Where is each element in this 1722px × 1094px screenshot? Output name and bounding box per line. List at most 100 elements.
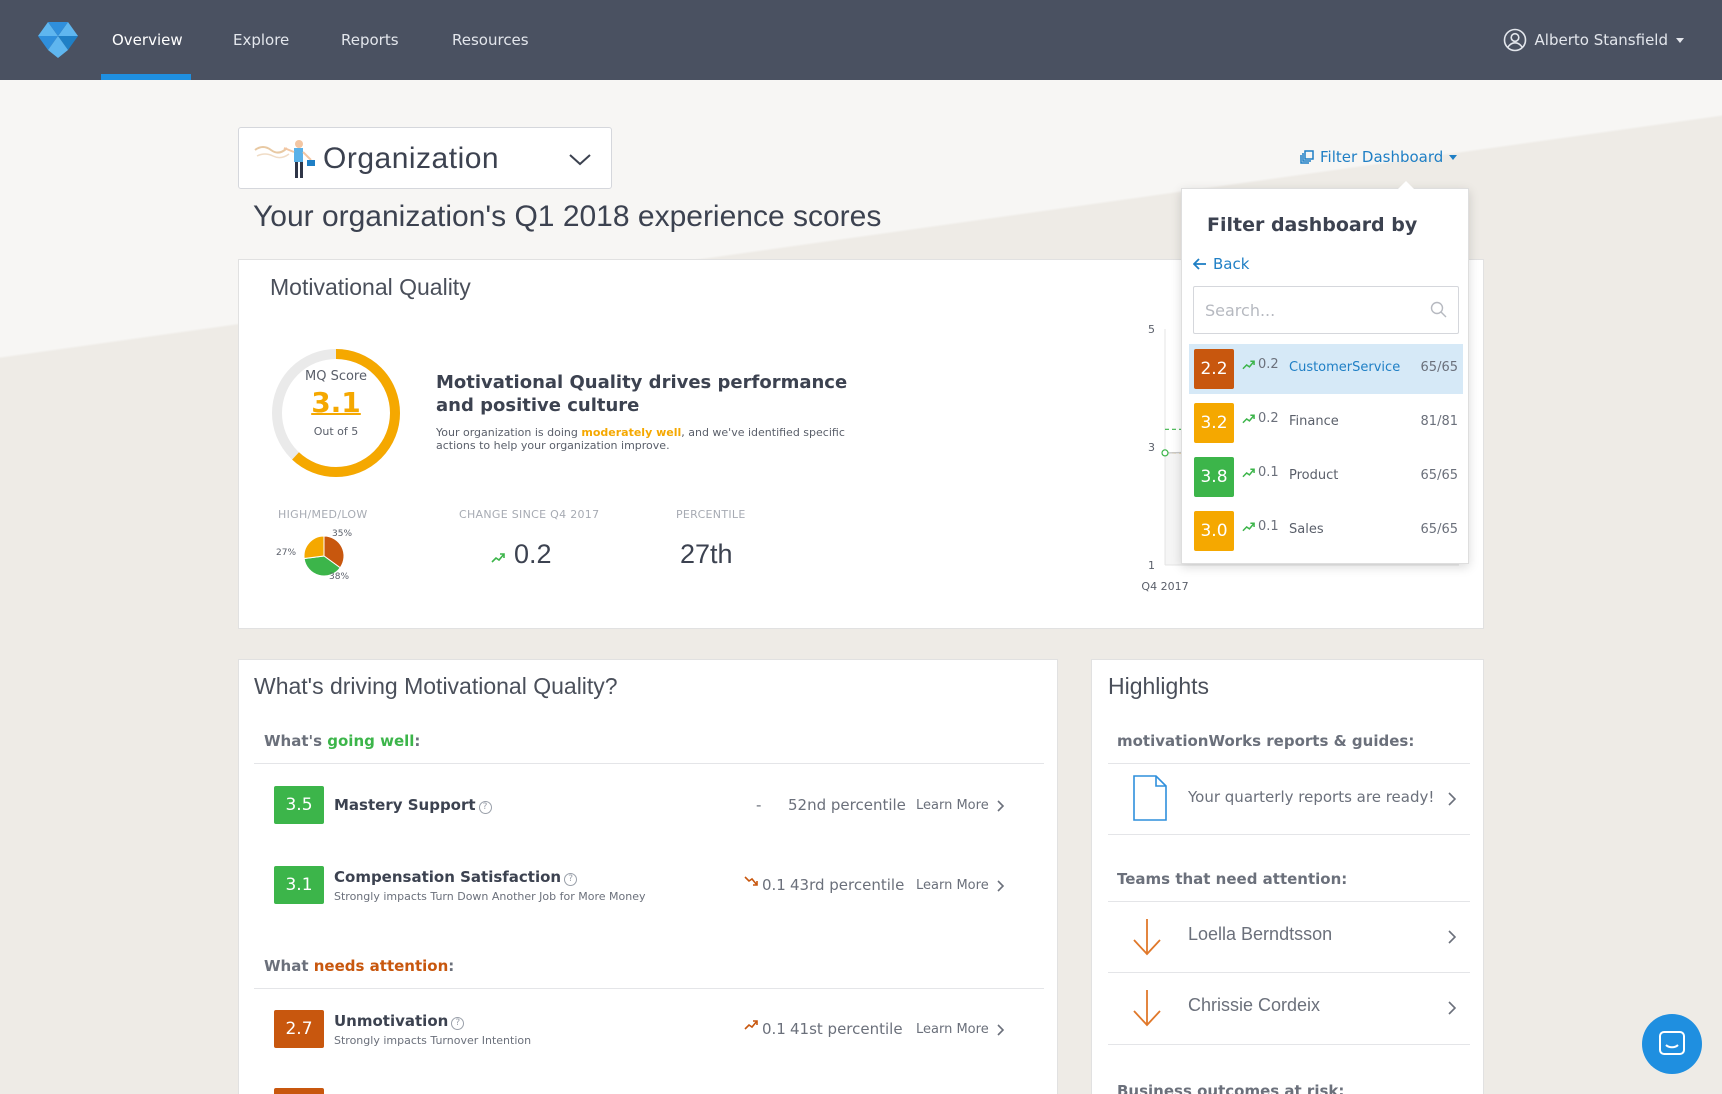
team-score-badge: 3.8 [1194,457,1234,497]
team-name: Sales [1289,522,1324,537]
filter-team-row[interactable]: 3.2 0.2 Finance 81/81 [1189,398,1463,448]
going-well-heading: What's going well: [264,732,420,750]
team-name: Product [1289,468,1339,483]
learn-more-link[interactable]: Learn More [916,878,1005,893]
driver-row-mastery-support: 3.5 Mastery Support? - 52nd percentile L… [274,786,1034,826]
brand-logo-icon[interactable] [38,22,78,58]
filter-panel-title: Filter dashboard by [1207,214,1418,236]
trend-up-icon [491,553,505,563]
trend-up-icon [1242,414,1255,423]
team-item-chrissie-cordeix[interactable]: Chrissie Cordeix [1108,973,1470,1045]
person-illustration-icon [254,140,315,178]
caret-down-icon [1676,37,1684,43]
chevron-right-icon [997,879,1004,892]
nav-resources[interactable]: Resources [452,31,529,49]
driver-title: Unmotivation? [334,1012,465,1030]
search-icon [1430,301,1447,318]
mq-card-title: Motivational Quality [270,274,471,300]
pie-slice-1 [303,555,341,577]
highlights-card: Highlights motivationWorks reports & gui… [1091,659,1484,1094]
team-name: Finance [1289,414,1339,429]
filter-team-row[interactable]: 3.0 0.1 Sales 65/65 [1189,506,1463,556]
driver-score-badge: 2.7 [274,1010,324,1048]
driver-row-unmotivation: 2.7 Unmotivation? Strongly impacts Turno… [274,1010,1034,1050]
caret-down-icon [1449,154,1458,160]
mq-score-gauge-fill [272,349,400,477]
quarterly-reports-item[interactable]: Your quarterly reports are ready! [1108,763,1470,835]
filter-team-row[interactable]: 3.8 0.1 Product 65/65 [1189,452,1463,502]
filter-dashboard-panel: Filter dashboard by Back 2.2 0.2 Custome… [1181,181,1469,564]
chevron-right-icon [1448,792,1456,806]
filter-search-input[interactable] [1193,286,1459,334]
mq-description-text: Your organization is doing [436,426,582,439]
team-score-badge: 3.0 [1194,511,1234,551]
pie-slice-2 [303,535,325,560]
chat-launcher-button[interactable] [1642,1014,1702,1074]
nav-overview[interactable]: Overview [112,31,183,49]
chevron-right-icon [997,799,1004,812]
percentile-label: PERCENTILE [676,508,746,521]
mq-description-text-end: , and we've identified specific actions … [436,426,845,452]
mq-headline: Motivational Quality drives performance … [436,372,848,416]
driver-change: 0.1 [762,1020,786,1038]
business-outcomes-heading: Business outcomes at risk: [1117,1082,1345,1094]
driver-title: Compensation Satisfaction? [334,868,578,886]
team-change-value: 0.2 [1258,411,1279,426]
filter-dashboard-button[interactable]: Filter Dashboard [1300,148,1458,166]
mq-score-label: MQ Score [305,369,367,384]
filter-team-row[interactable]: 2.2 0.2 CustomerService 65/65 [1189,344,1463,394]
learn-more-link[interactable]: Learn More [916,1022,1005,1037]
nav-reports[interactable]: Reports [341,31,399,49]
team-change: 0.1 [1242,465,1279,480]
learn-more-link[interactable]: Learn More [916,798,1005,813]
learn-more-label: Learn More [916,1022,989,1037]
needs-attention-pre: What [264,957,314,975]
team-response-count: 81/81 [1420,414,1458,429]
percentile-value: 27th [680,539,733,569]
team-change-value: 0.2 [1258,357,1279,372]
driver-percentile: 52nd percentile [788,796,906,814]
mq-score-readout: MQ Score 3.1 Out of 5 [270,347,402,479]
mq-description-highlight: moderately well [581,426,682,439]
going-well-highlight: going well [327,732,415,750]
chevron-right-icon [1448,930,1456,944]
mq-description: Your organization is doing moderately we… [436,426,856,452]
driver-score-badge: 3.1 [274,866,324,904]
panel-arrow [1398,181,1414,189]
nav-explore[interactable]: Explore [233,31,290,49]
user-name: Alberto Stansfield [1534,31,1668,49]
chevron-right-icon [997,1023,1004,1036]
change-since-label: CHANGE SINCE Q4 2017 [459,508,600,521]
mq-score-value[interactable]: 3.1 [311,386,361,419]
arrow-down-icon [1133,919,1161,956]
going-well-pre: What's [264,732,328,750]
help-circle-icon[interactable]: ? [478,801,492,814]
organization-select[interactable]: Organization [238,127,612,189]
chart-y-tick-1: 3 [1148,441,1155,454]
filter-layers-icon [1300,150,1314,164]
pie-label-med: 38% [329,572,350,582]
driver-subtitle: Strongly impacts Turnover Intention [334,1034,532,1047]
mq-score-sub: Out of 5 [313,425,359,438]
help-circle-icon[interactable]: ? [451,1017,465,1030]
trend-up-icon [1242,468,1255,477]
back-button[interactable]: Back [1193,255,1249,273]
team-name: CustomerService [1289,360,1401,375]
team-response-count: 65/65 [1420,360,1458,375]
driver-row-compensation-satisfaction: 3.1 Compensation Satisfaction? Strongly … [274,866,1034,906]
teams-attention-heading: Teams that need attention: [1117,870,1348,888]
organization-select-value: Organization [323,142,500,175]
drivers-card-title: What's driving Motivational Quality? [254,673,618,699]
driver-subtitle: Strongly impacts Turn Down Another Job f… [334,890,646,903]
pie-label-low: 27% [276,548,297,558]
team-change-value: 0.1 [1258,465,1279,480]
trend-up-icon [1242,360,1255,369]
user-menu[interactable]: Alberto Stansfield [1503,28,1684,52]
help-circle-icon[interactable]: ? [564,873,578,886]
team-response-count: 65/65 [1420,522,1458,537]
chart-x-tick-0: Q4 2017 [1141,580,1188,593]
driver-percentile: 41st percentile [790,1020,903,1038]
team-change: 0.1 [1242,519,1279,534]
pie-label-high: 35% [332,529,353,539]
team-item-loella-berndtsson[interactable]: Loella Berndtsson [1108,901,1470,973]
